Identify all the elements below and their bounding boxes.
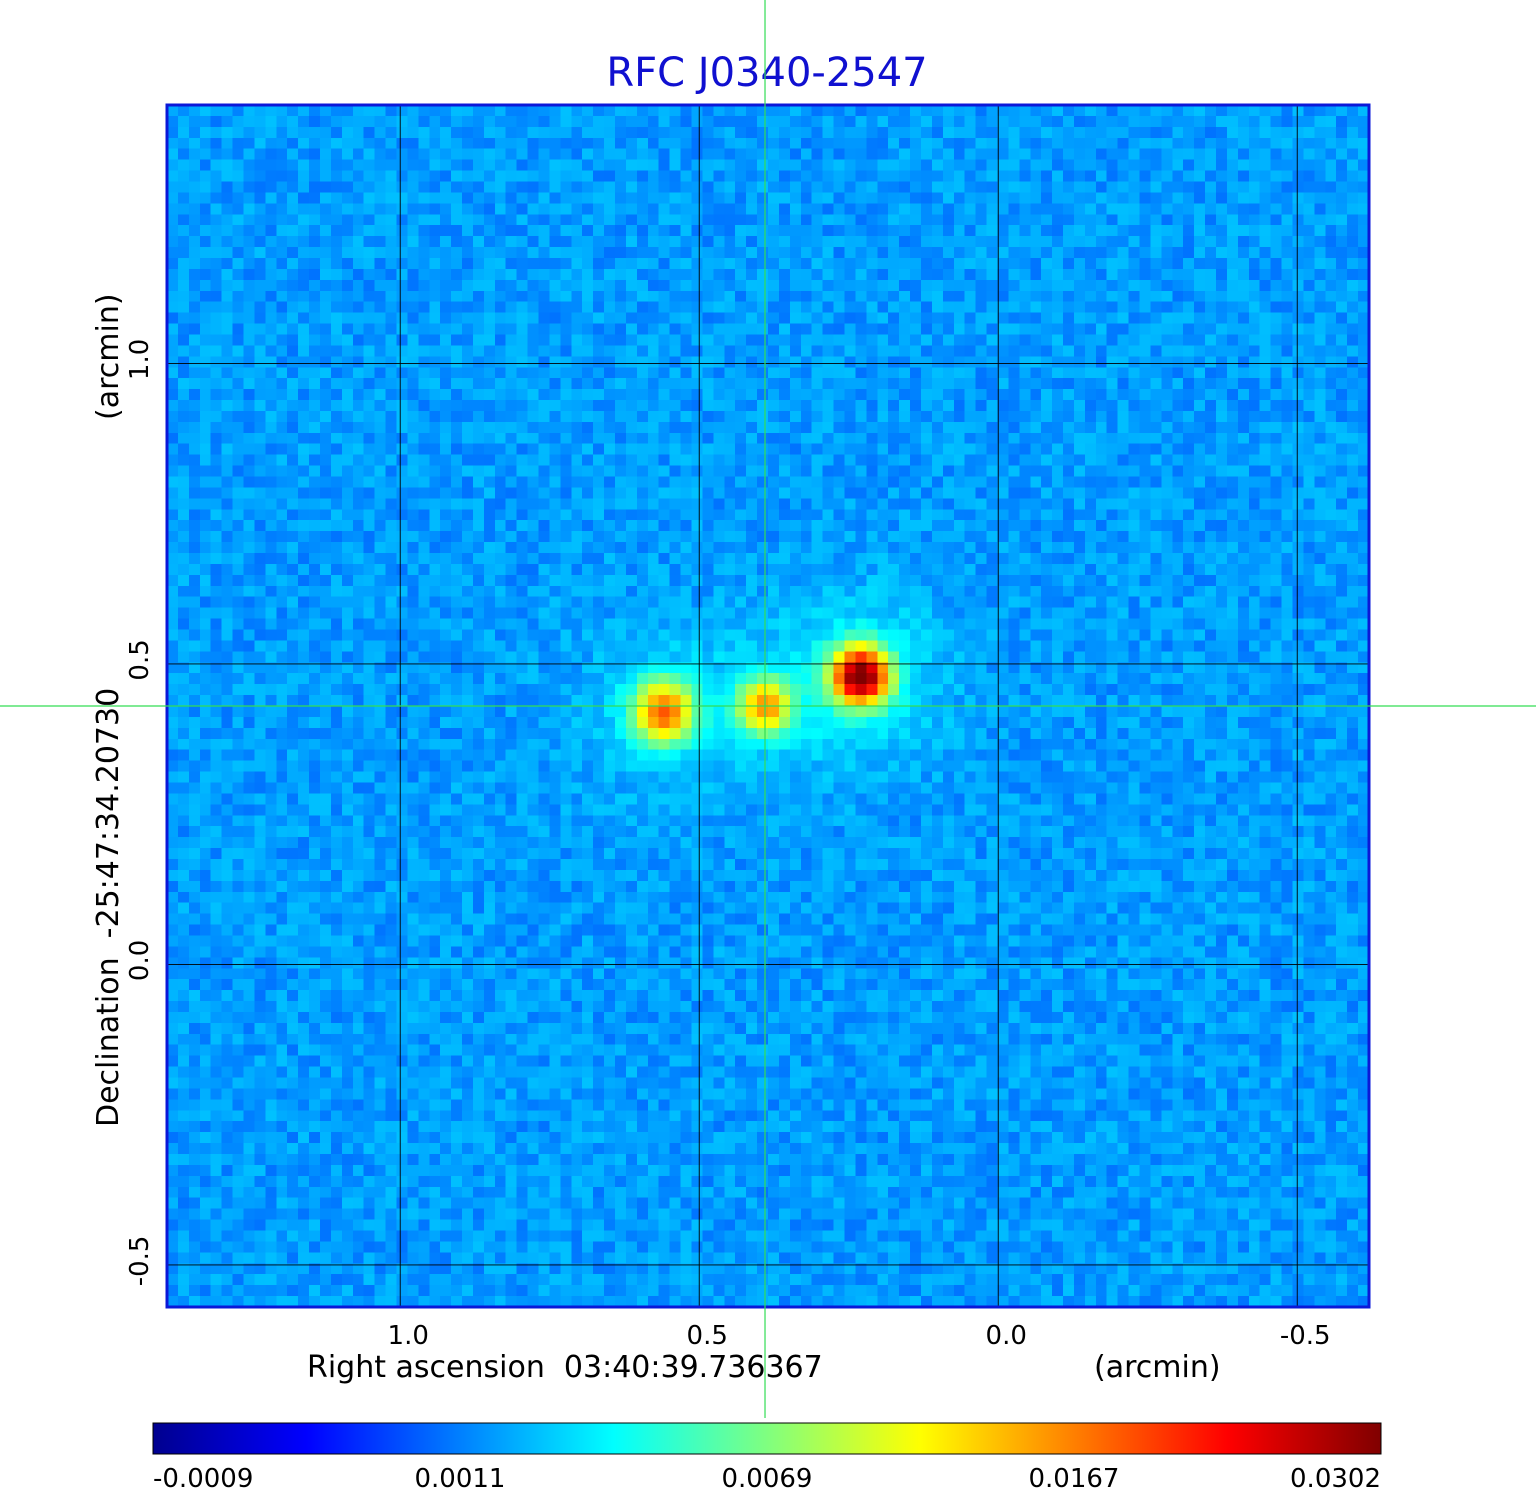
y-tick-label: 0.0 <box>125 940 155 981</box>
colorbar-tick-label: 0.0069 <box>722 1464 813 1494</box>
y-tick-labels: 1.0 0.5 0.0 -0.5 <box>125 339 155 1287</box>
y-tick-label: -0.5 <box>125 1236 155 1287</box>
x-tick-label: 0.0 <box>986 1321 1027 1351</box>
x-tick-label: 1.0 <box>388 1321 429 1351</box>
x-tick-labels: 1.0 0.5 0.0 -0.5 <box>388 1321 1331 1351</box>
y-tick-label: 0.5 <box>125 639 155 680</box>
x-axis-label: Right ascension 03:40:39.736367 <box>307 1350 823 1385</box>
y-axis-unit: (arcmin) <box>91 293 126 420</box>
colorbar-gradient <box>152 1422 1382 1455</box>
x-tick-label: 0.5 <box>687 1321 728 1351</box>
colorbar-labels: -0.0009 0.0011 0.0069 0.0167 0.0302 <box>153 1464 1381 1494</box>
colorbar-tick-label: 0.0011 <box>415 1464 506 1494</box>
crosshair <box>0 0 1536 1418</box>
x-axis-unit: (arcmin) <box>1094 1350 1221 1385</box>
x-tick-label: -0.5 <box>1280 1321 1331 1351</box>
colorbar-tick-label: 0.0302 <box>1290 1464 1381 1494</box>
y-axis-label: Declination -25:47:34.20730 <box>91 688 126 1127</box>
y-tick-label: 1.0 <box>125 339 155 380</box>
colorbar-tick-label: 0.0167 <box>1029 1464 1120 1494</box>
chart-title: RFC J0340-2547 <box>606 50 927 96</box>
colorbar-tick-label: -0.0009 <box>153 1464 253 1494</box>
colorbar: -0.0009 0.0011 0.0069 0.0167 0.0302 <box>152 1422 1382 1494</box>
